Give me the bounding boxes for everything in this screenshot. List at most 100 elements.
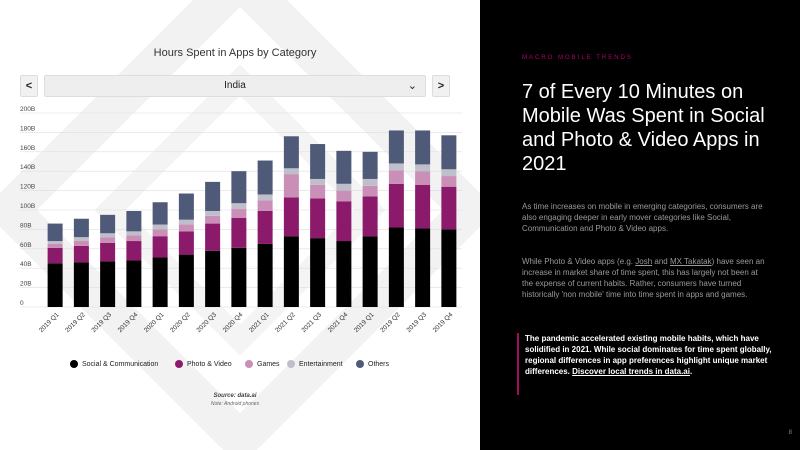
bar-segment-photo-video: [178, 231, 194, 255]
bar-segment-social-communication: [257, 243, 273, 307]
bar-segment-social-communication: [441, 229, 457, 307]
bar-segment-entertainment: [283, 168, 299, 175]
x-tick-label: 2019 Q3: [90, 311, 113, 334]
bar-segment-entertainment: [336, 183, 352, 191]
country-selector-row: < India ⌄ >: [20, 75, 450, 97]
bar-segment-games: [47, 243, 63, 248]
y-tick-label: 200B: [20, 106, 35, 113]
bar-segment-games: [178, 224, 194, 232]
x-tick-label: 2020 Q2: [169, 311, 192, 334]
bar-segment-social-communication: [100, 261, 116, 307]
y-tick-label: 160B: [20, 145, 35, 152]
x-tick-label: 2019 Q2: [64, 311, 87, 334]
bar-segment-photo-video: [310, 198, 326, 239]
bar-segment-photo-video: [283, 197, 299, 237]
legend-item-others: Others: [356, 357, 389, 371]
bar-segment-others: [388, 130, 404, 164]
bar-segment-photo-video: [47, 247, 63, 264]
bar-segment-social-communication: [388, 227, 404, 307]
x-tick-label: 2019 Q3: [405, 311, 428, 334]
bar-segment-games: [73, 241, 89, 246]
bar-segment-social-communication: [152, 257, 168, 307]
bar-segment-games: [283, 174, 299, 198]
bar-segment-entertainment: [178, 219, 194, 225]
x-tick-label: 2021 Q3: [300, 311, 323, 334]
bar-segment-photo-video: [100, 242, 116, 262]
bar-segment-entertainment: [205, 210, 221, 216]
bar-segment-others: [283, 136, 299, 169]
bar-segment-games: [441, 176, 457, 187]
legend-swatch-entertainment: [287, 360, 295, 368]
legend-swatch-others: [356, 360, 364, 368]
bar-segment-games: [310, 184, 326, 199]
callout-text: The pandemic accelerated existing mobile…: [525, 333, 777, 377]
paragraph-2-text-c: ) have seen an increase in market share …: [522, 257, 765, 299]
callout-body: The pandemic accelerated existing mobile…: [525, 334, 772, 376]
mx-takatak-link[interactable]: MX Takatak: [669, 257, 712, 266]
country-dropdown[interactable]: India ⌄: [44, 75, 426, 97]
bar-segment-photo-video: [336, 201, 352, 242]
bar-segment-social-communication: [283, 236, 299, 307]
chart-legend: Social & Communication Photo & Video Gam…: [70, 357, 400, 371]
legend-swatch-games: [245, 360, 253, 368]
bar-segment-social-communication: [336, 241, 352, 307]
josh-link[interactable]: Josh: [635, 257, 653, 266]
bar-segment-others: [257, 160, 273, 195]
chart-title: Hours Spent in Apps by Category: [153, 47, 317, 59]
next-country-button[interactable]: >: [432, 75, 450, 97]
bar-segment-photo-video: [362, 196, 378, 237]
legend-item-photo-video: Photo & Video: [175, 357, 232, 371]
bar-segment-others: [205, 181, 221, 211]
bar-segment-entertainment: [47, 241, 63, 244]
bar-segment-entertainment: [231, 203, 247, 210]
bar-segment-entertainment: [362, 178, 378, 186]
bar-segment-photo-video: [126, 241, 142, 261]
y-tick-label: 180B: [20, 125, 35, 132]
bar-segment-others: [362, 151, 378, 179]
x-tick-label: 2021 Q2: [274, 311, 297, 334]
x-tick-label: 2019 Q1: [353, 311, 376, 334]
legend-item-games: Games: [245, 357, 280, 371]
y-tick-label: 140B: [20, 164, 35, 171]
y-tick-label: 120B: [20, 184, 35, 191]
bar-segment-photo-video: [152, 236, 168, 258]
bar-segment-social-communication: [126, 260, 142, 307]
bar-segment-entertainment: [126, 231, 142, 236]
text-panel: MACRO MOBILE TRENDS 7 of Every 10 Minute…: [480, 0, 800, 450]
x-tick-label: 2021 Q1: [248, 311, 271, 334]
headline: 7 of Every 10 Minutes on Mobile Was Spen…: [522, 81, 765, 175]
x-tick-label: 2021 Q4: [327, 311, 350, 334]
bar-segment-entertainment: [415, 164, 431, 172]
bar-segment-photo-video: [257, 210, 273, 244]
x-tick-label: 2019 Q1: [38, 311, 61, 334]
bar-segment-others: [336, 150, 352, 184]
chevron-down-icon: ⌄: [407, 80, 417, 92]
legend-label-photo-video: Photo & Video: [187, 360, 232, 368]
section-eyebrow: MACRO MOBILE TRENDS: [522, 55, 633, 61]
bar-segment-others: [73, 218, 89, 238]
bar-segment-games: [231, 209, 247, 218]
bar-segment-photo-video: [415, 184, 431, 229]
bar-segment-entertainment: [257, 194, 273, 201]
bar-segment-entertainment: [152, 224, 168, 230]
x-tick-label: 2019 Q4: [432, 311, 455, 334]
bar-segment-games: [205, 215, 221, 224]
legend-swatch-social: [70, 360, 78, 368]
discover-local-trends-link[interactable]: Discover local trends in data.ai: [572, 367, 690, 376]
bar-segment-photo-video: [441, 186, 457, 230]
y-tick-label: 20B: [20, 281, 32, 288]
page-number: 8: [788, 430, 792, 436]
chart-panel: Hours Spent in Apps by Category < India …: [0, 0, 480, 450]
paragraph-2-text-a: While Photo & Video apps (e.g.: [522, 257, 636, 266]
bar-segment-games: [152, 229, 168, 237]
callout-end: .: [689, 367, 693, 376]
y-tick-label: 100B: [20, 203, 35, 210]
previous-country-button[interactable]: <: [20, 75, 38, 97]
legend-label-social: Social & Communication: [82, 360, 159, 368]
bar-segment-games: [126, 235, 142, 242]
legend-item-social: Social & Communication: [70, 357, 158, 371]
bar-segment-games: [100, 237, 116, 243]
bar-segment-others: [126, 210, 142, 232]
bar-segment-social-communication: [362, 236, 378, 307]
stacked-bar-chart: 0 20B 40B 60B 80B 100B 120B 140B 160B 180B 200B 201…: [20, 106, 462, 334]
